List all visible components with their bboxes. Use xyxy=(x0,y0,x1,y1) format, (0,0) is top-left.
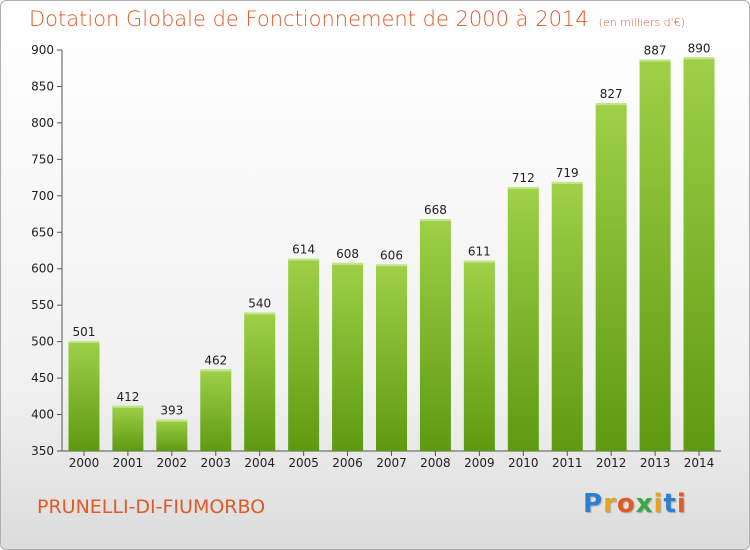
value-label-2012: 827 xyxy=(600,87,623,101)
x-tick-label-2002: 2002 xyxy=(157,456,188,470)
value-label-2001: 412 xyxy=(116,390,139,404)
x-tick-label-2014: 2014 xyxy=(684,456,715,470)
commune-name: PRUNELLI-DI-FIUMORBO xyxy=(37,496,266,518)
bar-highlight xyxy=(419,219,451,222)
value-label-2004: 540 xyxy=(248,296,271,310)
value-label-2010: 712 xyxy=(512,171,535,185)
bar-highlight xyxy=(68,340,100,343)
bar-2005 xyxy=(288,258,320,451)
axes: 350 400 450 500 550 600 650 700 750 800 850 900 2000… xyxy=(31,43,721,470)
y-tick-label: 400 xyxy=(31,408,54,422)
bar-highlight xyxy=(156,419,188,422)
value-label-2000: 501 xyxy=(73,325,96,339)
bar-highlight xyxy=(507,187,539,190)
proxiti-logo: Proxiti xyxy=(583,489,687,519)
bar-highlight xyxy=(376,264,407,267)
chart-title-text: Dotation Globale de Fonctionnement de 20… xyxy=(29,7,589,31)
x-tick-label-2001: 2001 xyxy=(113,456,144,470)
x-tick-label-2012: 2012 xyxy=(596,456,627,470)
x-tick-label-2007: 2007 xyxy=(376,456,407,470)
bar-2009 xyxy=(463,260,495,451)
bar-2004 xyxy=(244,312,276,451)
x-tick-label-2004: 2004 xyxy=(244,456,275,470)
bar-highlight xyxy=(639,59,671,62)
bar-2014 xyxy=(683,57,715,452)
x-tick-label-2005: 2005 xyxy=(288,456,319,470)
bar-2011 xyxy=(551,181,583,451)
x-tick-label-2011: 2011 xyxy=(552,456,583,470)
y-tick-label: 450 xyxy=(31,371,54,385)
value-label-2013: 887 xyxy=(644,43,667,57)
bar-highlight xyxy=(595,103,627,106)
y-tick-label: 800 xyxy=(31,116,54,130)
value-labels: 501 412 393 462 540 614 608 606 668 611 712 719 827 8… xyxy=(73,41,711,417)
bar-highlight xyxy=(683,57,715,60)
bars xyxy=(68,57,715,452)
x-tick-label-2000: 2000 xyxy=(69,456,100,470)
logo-letter: t xyxy=(663,489,677,519)
chart-title: Dotation Globale de Fonctionnement de 20… xyxy=(29,7,685,31)
logo-letter: P xyxy=(583,489,604,519)
bar-2000 xyxy=(68,340,100,451)
bar-2013 xyxy=(639,59,671,451)
value-label-2011: 719 xyxy=(556,166,579,180)
bar-2010 xyxy=(507,187,539,451)
x-tick-label-2008: 2008 xyxy=(420,456,451,470)
x-tick-label-2003: 2003 xyxy=(200,456,231,470)
bar-highlight xyxy=(200,369,232,372)
logo-letter: x xyxy=(635,489,654,519)
y-tick-label: 500 xyxy=(31,335,54,349)
y-tick-label: 550 xyxy=(31,298,54,312)
bar-highlight xyxy=(288,258,320,261)
logo-letter: i xyxy=(653,489,664,519)
bar-highlight xyxy=(244,312,276,315)
y-tick-label: 350 xyxy=(31,444,54,458)
chart-subtitle: (en milliers d'€) xyxy=(598,16,685,29)
bar-2007 xyxy=(376,264,407,451)
x-tick-label-2013: 2013 xyxy=(640,456,671,470)
value-label-2009: 611 xyxy=(468,245,491,259)
bar-2001 xyxy=(112,405,144,451)
y-tick-label: 900 xyxy=(31,43,54,57)
value-label-2014: 890 xyxy=(688,41,711,55)
logo-letter: o xyxy=(616,489,636,519)
x-tick-label-2009: 2009 xyxy=(464,456,495,470)
bar-2006 xyxy=(332,262,364,451)
bar-highlight xyxy=(463,260,495,263)
x-tick-label-2006: 2006 xyxy=(332,456,363,470)
value-label-2008: 668 xyxy=(424,203,447,217)
y-tick-label: 700 xyxy=(31,189,54,203)
bar-2012 xyxy=(595,103,627,451)
value-label-2007: 606 xyxy=(380,248,403,262)
bar-2003 xyxy=(200,369,232,451)
value-label-2002: 393 xyxy=(160,404,183,418)
x-tick-label-2010: 2010 xyxy=(508,456,539,470)
y-tick-label: 600 xyxy=(31,262,54,276)
y-tick-label: 650 xyxy=(31,225,54,239)
bar-2002 xyxy=(156,419,188,451)
y-tick-label: 750 xyxy=(31,152,54,166)
bar-highlight xyxy=(112,405,144,408)
bar-highlight xyxy=(332,262,364,265)
value-label-2005: 614 xyxy=(292,243,315,257)
y-tick-label: 850 xyxy=(31,79,54,93)
bar-highlight xyxy=(551,181,583,184)
logo-letter: i xyxy=(676,489,687,519)
logo-letter: r xyxy=(603,489,617,519)
bar-2008 xyxy=(419,219,451,451)
value-label-2006: 608 xyxy=(336,247,359,261)
value-label-2003: 462 xyxy=(204,353,227,367)
